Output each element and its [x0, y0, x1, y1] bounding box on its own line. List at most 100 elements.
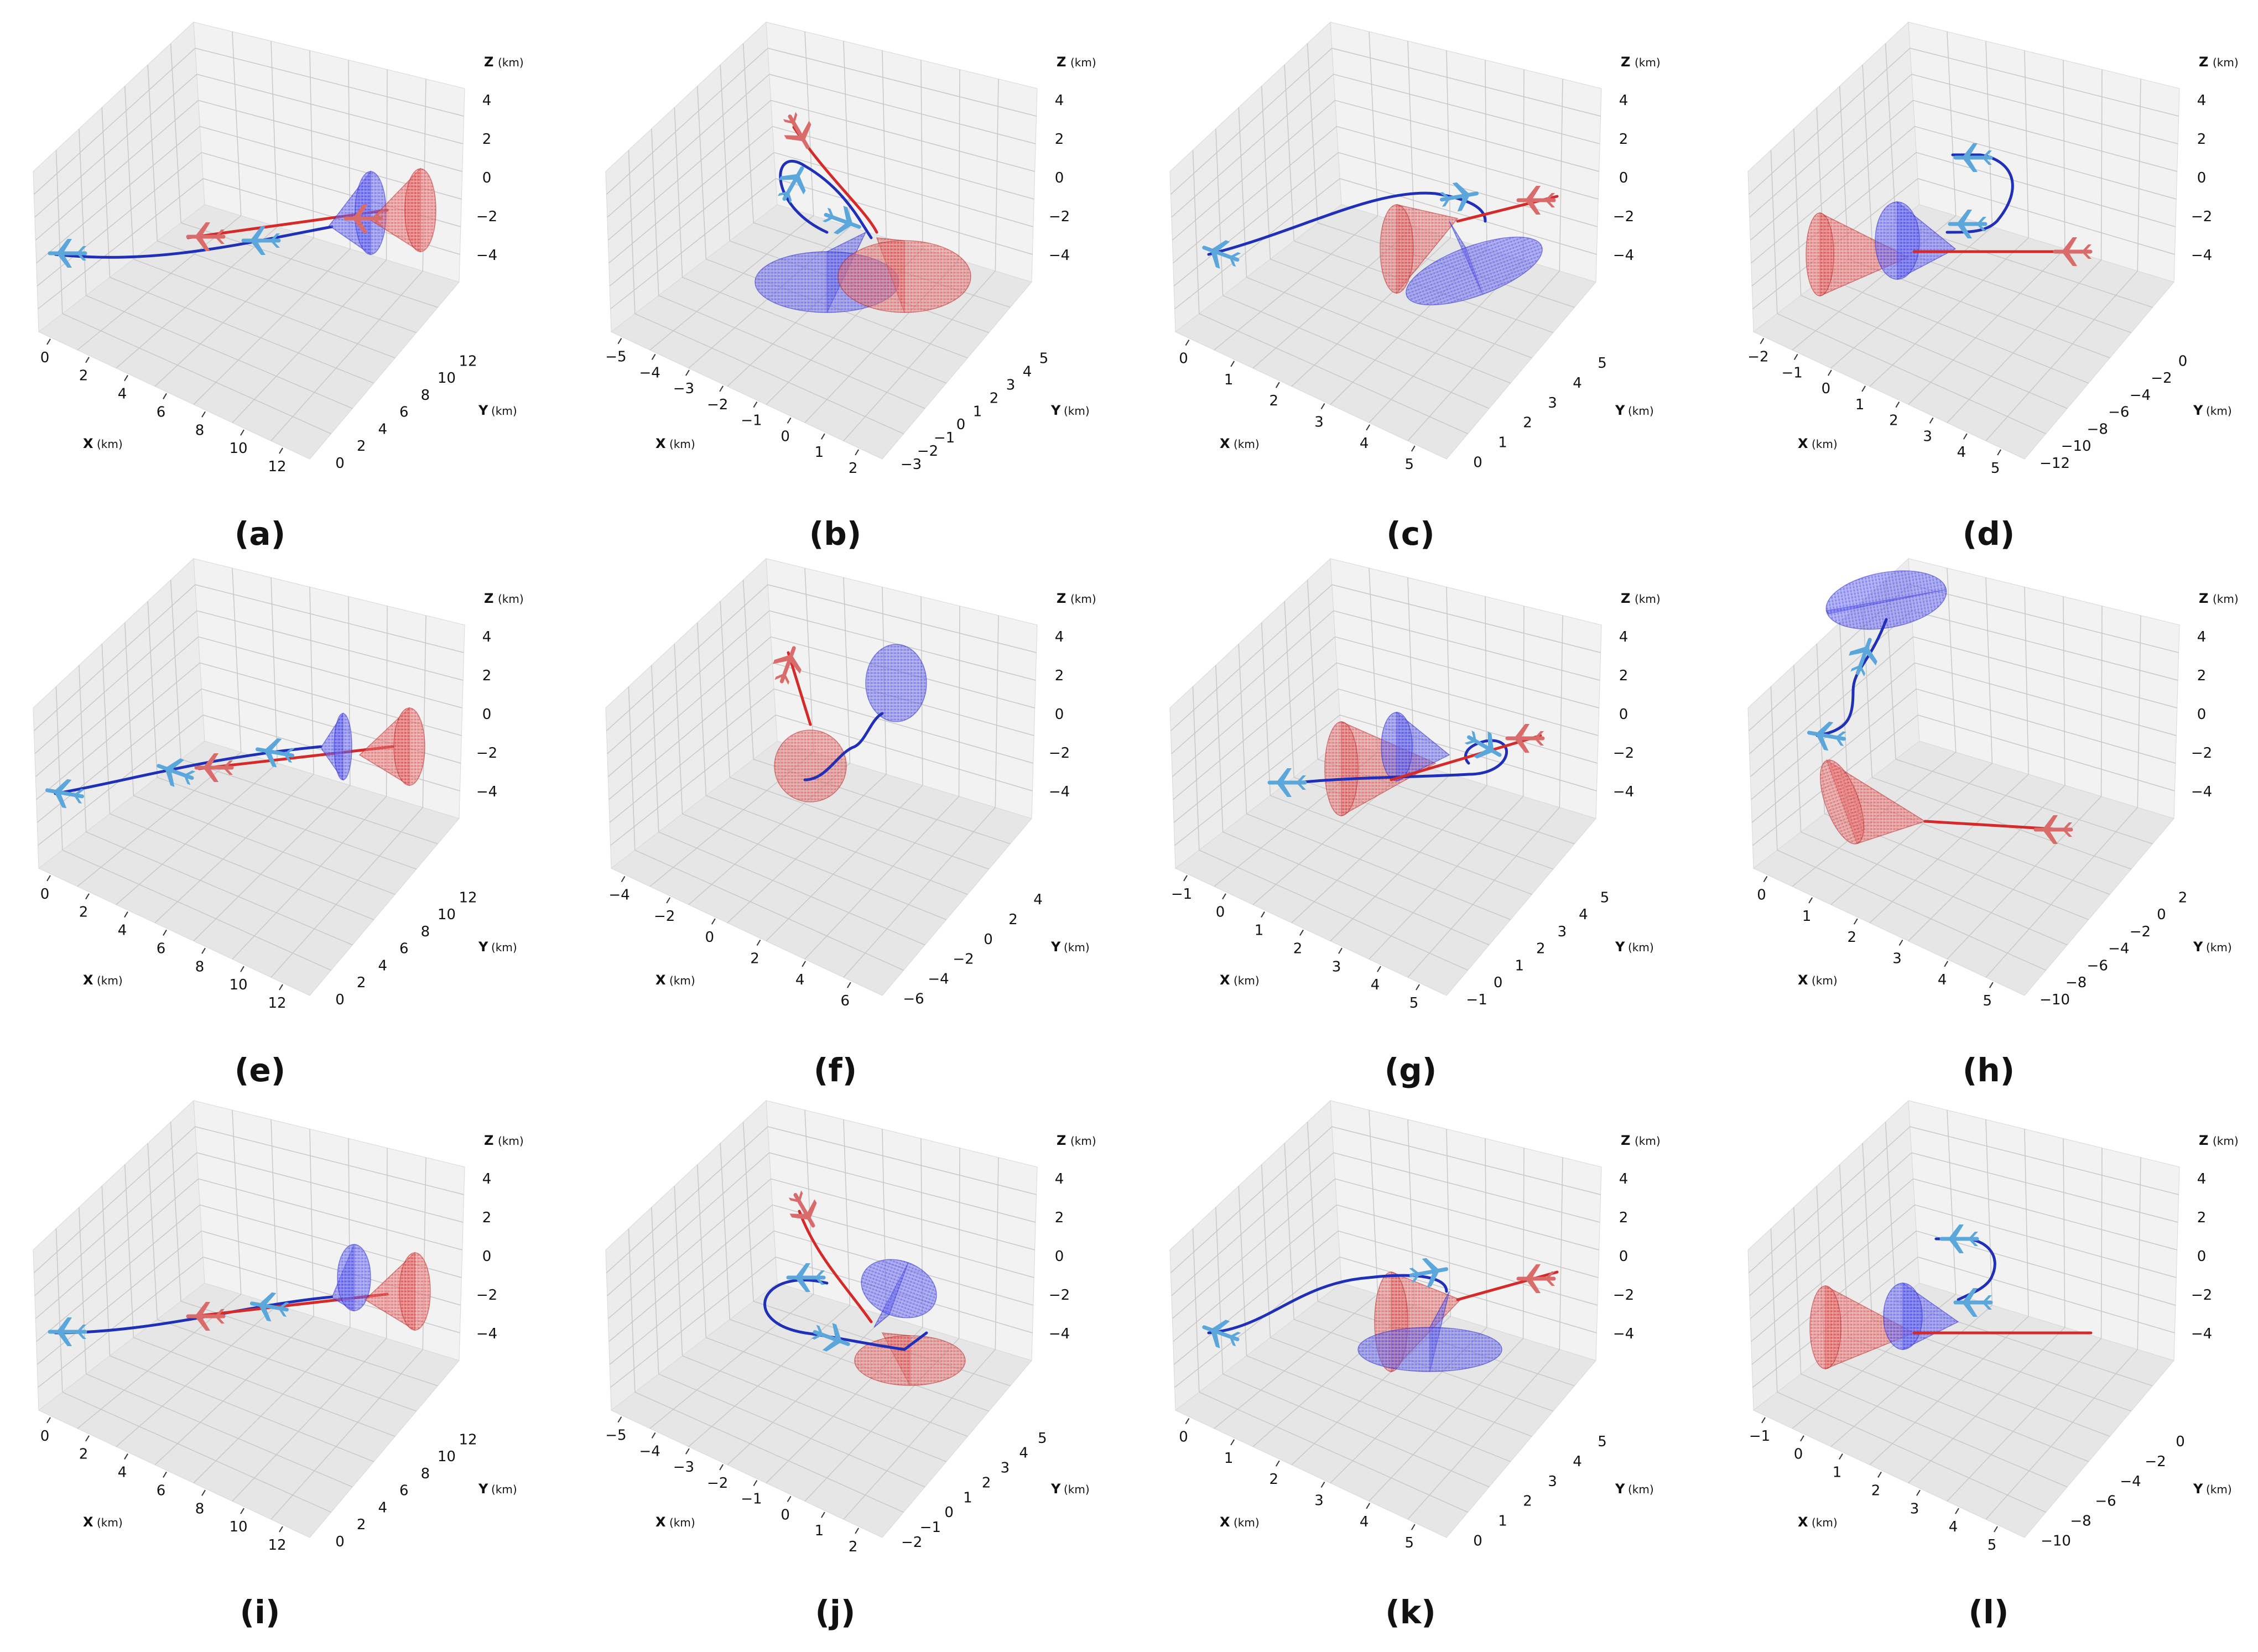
x-tick-label: 1	[1255, 923, 1264, 939]
y-tick-label: −4	[928, 971, 949, 987]
grid-line	[1751, 689, 1917, 823]
grid-line	[771, 100, 1035, 172]
grid-line	[1985, 577, 1993, 764]
y-tick-label: 10	[438, 370, 456, 387]
y-tick-label: 5	[1598, 1434, 1607, 1450]
grid-line	[1173, 689, 1339, 823]
grid-line	[55, 1228, 63, 1393]
grid-line	[1215, 665, 1224, 832]
x-tick-label: 5	[1983, 993, 1992, 1009]
red-aircraft-icon	[783, 112, 811, 149]
y-tick-label: −2	[2130, 924, 2151, 940]
grid-line	[843, 270, 996, 441]
grid-line	[1750, 100, 1914, 241]
blue-aircraft-icon	[157, 758, 196, 787]
z-tick-label: 2	[2197, 131, 2207, 148]
x-tick	[1299, 929, 1304, 936]
floor-pane	[611, 741, 1032, 996]
grid-line	[1261, 86, 1271, 259]
grid-line	[270, 1349, 423, 1520]
x-tick-label: 1	[815, 1523, 824, 1539]
x-tick	[1230, 1439, 1235, 1446]
grid-line	[767, 48, 1037, 117]
y-tick-label: −2	[2145, 1453, 2166, 1470]
panel-caption-g: (g)	[1385, 1051, 1437, 1089]
z-tick-label: −4	[1613, 784, 1634, 800]
grid-line	[608, 126, 773, 264]
red-cone	[1380, 204, 1459, 295]
grid-line	[658, 831, 925, 946]
x-tick	[1275, 1460, 1280, 1467]
grid-line	[1336, 126, 1599, 200]
grid-line	[170, 1122, 181, 1301]
x-tick	[1261, 911, 1265, 918]
x-axis-label: X	[655, 1514, 666, 1530]
x-tick-label: 8	[195, 958, 205, 975]
x-tick	[1275, 382, 1280, 388]
x-tick-label: 1	[815, 444, 824, 461]
x-tick-label: −1	[1171, 886, 1192, 903]
y-tick-label: −4	[2120, 1473, 2141, 1490]
z-tick-label: 2	[482, 1210, 492, 1226]
grid-line	[1869, 774, 2029, 924]
grid-line	[2063, 60, 2066, 249]
grid-line	[882, 50, 887, 238]
panel-caption-a: (a)	[235, 515, 285, 553]
x-tick-label: 4	[1949, 1519, 1958, 1535]
z-axis-label: Z	[2199, 591, 2208, 606]
grid-line	[1917, 178, 2175, 255]
grid-line	[232, 32, 242, 216]
grid-line	[1214, 215, 1378, 351]
y-tick-label: −6	[2108, 404, 2129, 421]
grid-line	[1199, 850, 1468, 971]
grid-line	[1199, 313, 1468, 434]
y-tick-label: 4	[1019, 1445, 1028, 1462]
x-tick-label: −1	[1749, 1428, 1770, 1445]
red-cone	[1819, 759, 1926, 845]
x-tick	[1183, 875, 1188, 882]
y-tick-label: −12	[2040, 455, 2070, 472]
y-tick-label: −6	[2087, 957, 2108, 974]
grid-line	[232, 568, 242, 753]
x-tick	[1839, 1453, 1843, 1460]
grid-line	[1446, 587, 1451, 775]
y-axis-label: Y	[478, 403, 488, 418]
y-tick-label: 1	[963, 1489, 972, 1506]
x-tick	[124, 911, 128, 918]
grid-line	[1261, 1164, 1271, 1338]
grid-line	[101, 644, 111, 814]
z-axis-label: Z	[1057, 1133, 1066, 1148]
grid-line	[843, 1349, 996, 1520]
y-axis-unit: (km)	[1064, 404, 1090, 418]
grid-line	[607, 1178, 772, 1319]
x-tick	[1994, 1526, 1998, 1533]
grid-line	[1910, 1126, 2179, 1195]
x-tick	[1877, 1471, 1882, 1478]
y-tick-label: −4	[2108, 941, 2129, 957]
grid-line	[1916, 1230, 2176, 1306]
grid-line	[1369, 796, 1524, 960]
y-tick-label: 0	[1473, 1533, 1482, 1549]
grid-line	[1199, 1392, 1468, 1513]
x-axis-label: X	[655, 436, 666, 451]
x-axis-unit: (km)	[97, 437, 123, 451]
grid-line	[804, 796, 960, 960]
x-tick	[651, 353, 656, 360]
x-tick	[1760, 338, 1765, 345]
red-aircraft-icon	[344, 204, 383, 233]
y-tick-label: 0	[1473, 454, 1482, 471]
x-tick	[651, 1432, 656, 1439]
grid-line	[1908, 248, 2066, 405]
y-axis-unit: (km)	[1064, 941, 1090, 954]
z-axis-unit: (km)	[1635, 56, 1661, 69]
grid-line	[742, 1122, 754, 1301]
x-tick-label: −1	[1781, 364, 1802, 381]
grid-line	[116, 763, 278, 905]
x-tick-label: 3	[1910, 1500, 1919, 1517]
grid-line	[36, 126, 200, 264]
grid-line	[1336, 662, 1599, 736]
red-aircraft-icon	[773, 646, 802, 685]
grid-line	[196, 74, 464, 144]
